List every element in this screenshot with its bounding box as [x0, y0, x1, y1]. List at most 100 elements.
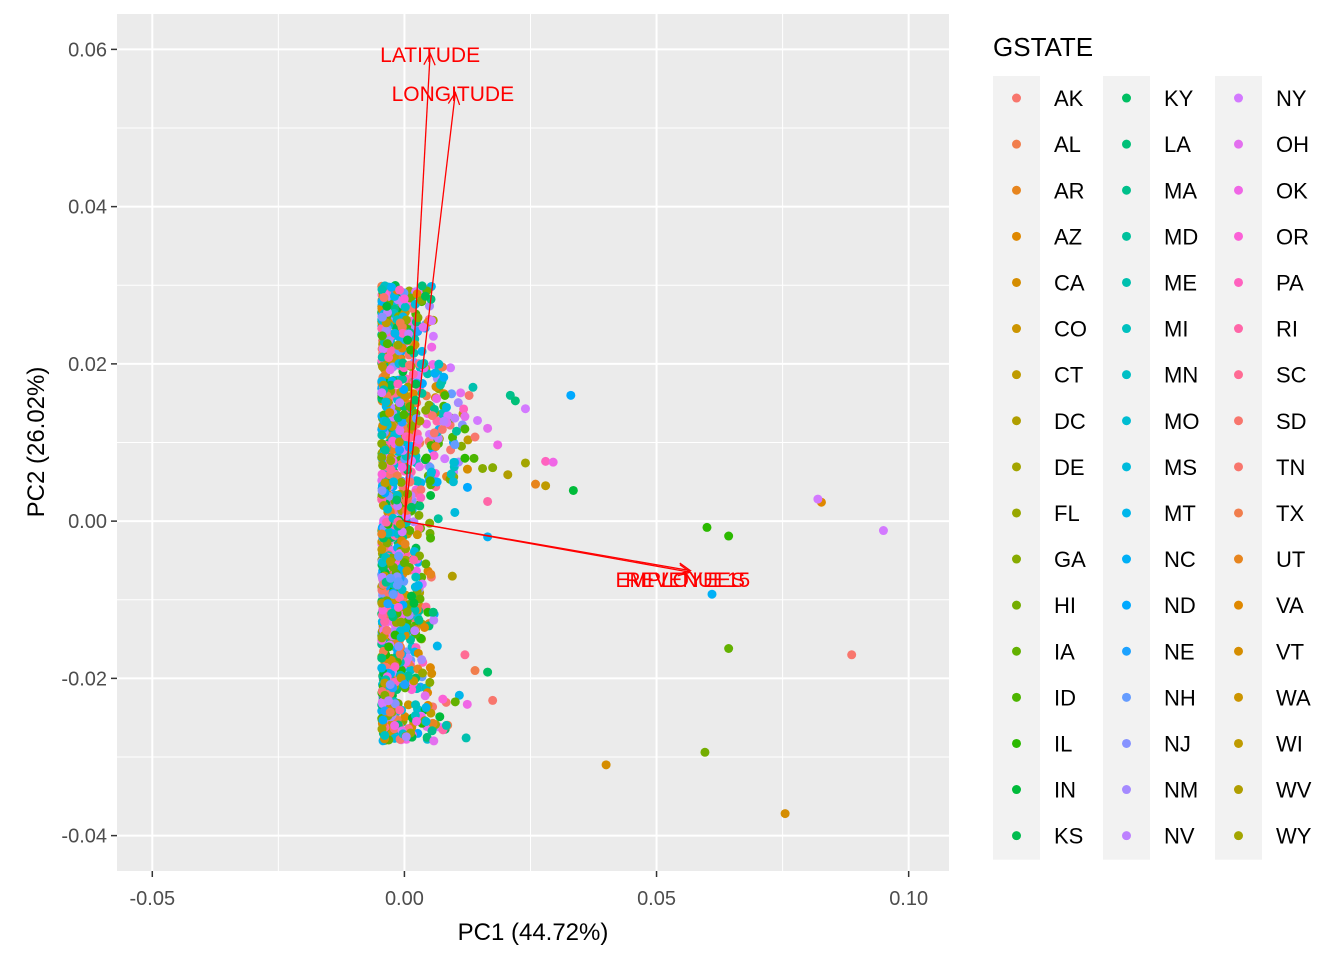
data-point [403, 671, 413, 681]
legend-label-ks: KS [1054, 824, 1083, 849]
legend-label-ga: GA [1054, 547, 1086, 572]
legend-label-nm: NM [1164, 778, 1198, 803]
legend-label-tx: TX [1276, 501, 1304, 526]
legend-label-ok: OK [1276, 178, 1308, 203]
data-point [461, 733, 471, 743]
y-tick-label: -0.04 [61, 826, 107, 848]
data-point [377, 633, 387, 643]
data-point [412, 476, 422, 486]
legend-label-nd: ND [1164, 593, 1196, 618]
legend-label-md: MD [1164, 224, 1198, 249]
legend-key-de [1012, 462, 1021, 472]
data-point-outlier [520, 404, 530, 414]
data-point [429, 736, 439, 746]
legend-label-ut: UT [1276, 547, 1305, 572]
data-point-outlier [813, 494, 823, 504]
loading-arrow-line [404, 520, 691, 572]
data-point [394, 551, 404, 561]
data-point [388, 436, 398, 446]
data-point [388, 477, 398, 487]
legend-key-va [1234, 600, 1243, 610]
legend-key-me [1122, 277, 1131, 287]
data-point [386, 465, 396, 475]
legend-label-id: ID [1054, 685, 1076, 710]
data-point [388, 589, 398, 599]
legend-label-oh: OH [1276, 132, 1309, 157]
data-point [379, 293, 389, 303]
data-point [382, 339, 392, 349]
x-tick-label: -0.05 [130, 888, 176, 910]
data-point [427, 411, 437, 421]
data-point-outlier [520, 458, 530, 468]
data-point [428, 607, 438, 617]
legend-label-de: DE [1054, 455, 1085, 480]
data-point [441, 402, 451, 412]
legend-key-nv [1122, 831, 1131, 841]
data-point [435, 380, 445, 390]
data-point-outlier [493, 440, 503, 450]
legend-key-id [1012, 692, 1021, 702]
data-point [395, 426, 405, 436]
data-point-outlier [473, 415, 483, 425]
data-point [435, 712, 445, 722]
data-point [397, 462, 407, 472]
data-point [383, 696, 393, 706]
data-point [421, 453, 431, 463]
data-point-outlier [510, 396, 520, 406]
legend-key-ms [1122, 462, 1131, 472]
data-point [414, 435, 424, 445]
data-point [425, 677, 435, 687]
data-point [427, 669, 437, 679]
data-point [393, 577, 403, 587]
data-point [468, 382, 478, 392]
legend-key-tn [1234, 462, 1243, 472]
data-point [416, 359, 426, 369]
data-point [380, 478, 390, 488]
data-point [446, 363, 456, 373]
legend-label-wy: WY [1276, 824, 1312, 849]
data-point-outlier [460, 453, 470, 463]
x-axis-ticks: -0.05 0.00 0.05 0.10 [130, 871, 928, 910]
points-outliers [447, 390, 888, 819]
data-point [427, 342, 437, 352]
legend-label-ma: MA [1164, 178, 1197, 203]
data-point [432, 477, 442, 487]
legend-label-co: CO [1054, 317, 1087, 342]
data-point [394, 437, 404, 447]
x-tick-label: 0.10 [889, 888, 928, 910]
legend-key-fl [1012, 508, 1021, 518]
legend-key-oh [1234, 139, 1243, 149]
legend-label-ct: CT [1054, 363, 1083, 388]
data-point [437, 424, 447, 434]
data-point [387, 608, 397, 618]
data-point [380, 617, 390, 627]
legend-label-sc: SC [1276, 363, 1307, 388]
legend-key-ma [1122, 185, 1131, 195]
data-point-outlier [541, 481, 551, 491]
data-point [407, 591, 417, 601]
data-point [447, 389, 457, 399]
data-point [404, 360, 414, 370]
data-point-outlier [724, 643, 734, 653]
data-point [427, 726, 437, 736]
legend-key-nc [1122, 554, 1131, 564]
data-point [449, 457, 459, 467]
legend-label-nh: NH [1164, 685, 1196, 710]
data-point-outlier [724, 531, 734, 541]
data-point [377, 469, 387, 479]
data-point-outlier [462, 482, 472, 492]
legend-key-sc [1234, 370, 1243, 380]
legend-key-mo [1122, 416, 1131, 426]
data-point [433, 514, 443, 524]
data-point [395, 318, 405, 328]
legend-label-or: OR [1276, 224, 1309, 249]
data-point [408, 369, 418, 379]
data-point [405, 433, 415, 443]
data-point [393, 340, 403, 350]
legend-key-ks [1012, 831, 1021, 841]
legend-key-ar [1012, 185, 1021, 195]
data-point [385, 680, 395, 690]
data-point [450, 697, 460, 707]
data-point [390, 328, 400, 338]
